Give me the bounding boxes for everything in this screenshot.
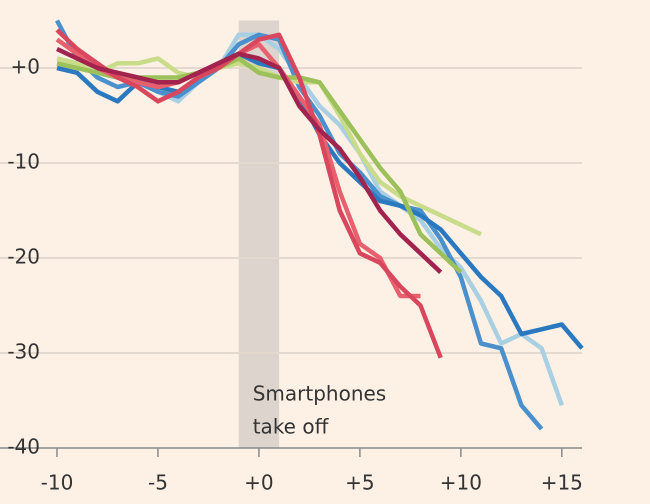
series-line xyxy=(55,28,443,359)
x-tick-label: +5 xyxy=(345,471,374,495)
y-tick-label: -20 xyxy=(7,245,40,269)
x-tick-label: -5 xyxy=(148,471,168,495)
annotation: take off xyxy=(253,415,330,439)
y-tick-label: -30 xyxy=(7,340,40,364)
y-tick-label: +0 xyxy=(11,55,40,79)
y-tick-label: -40 xyxy=(7,435,40,459)
x-tick-label: -10 xyxy=(41,471,74,495)
x-tick-label: +15 xyxy=(541,471,583,495)
x-tick-label: +0 xyxy=(244,471,273,495)
annotation: Smartphones xyxy=(253,382,387,406)
y-tick-label: -10 xyxy=(7,150,40,174)
series-line xyxy=(56,46,443,274)
highlight-band xyxy=(238,20,280,448)
x-tick-label: +10 xyxy=(440,471,482,495)
series-line xyxy=(56,56,482,237)
